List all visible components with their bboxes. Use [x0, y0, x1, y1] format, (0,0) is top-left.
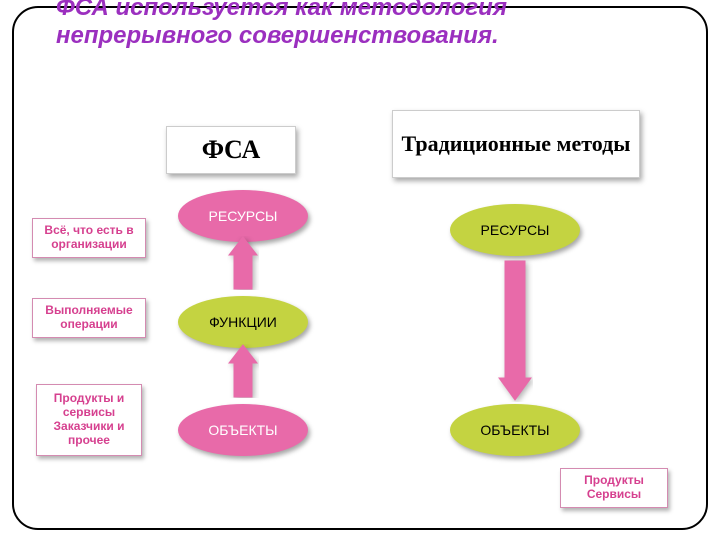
- ellipse-left-resources: РЕСУРСЫ: [178, 190, 308, 242]
- header-fsa: ФСА: [166, 126, 296, 174]
- annotation-operations: Выполняемые операции: [32, 298, 146, 338]
- ellipse-right-resources: РЕСУРСЫ: [450, 204, 580, 256]
- ellipse-left-functions: ФУНКЦИИ: [178, 296, 308, 348]
- arrow-functions-to-resources: [227, 236, 259, 290]
- ellipse-right-objects: ОБЪЕКТЫ: [450, 404, 580, 456]
- annotation-products-customers: Продукты и сервисы Заказчики и прочее: [36, 384, 142, 456]
- arrow-objects-to-functions: [227, 344, 259, 398]
- annotation-products-services: Продукты Сервисы: [560, 468, 668, 508]
- ellipse-left-objects: ОБЪЕКТЫ: [178, 404, 308, 456]
- header-traditional: Традиционные методы: [392, 110, 640, 178]
- annotation-organization: Всё, что есть в организации: [32, 218, 146, 258]
- arrow-resources-to-objects: [497, 260, 533, 402]
- slide-title: ФСА используется как методология непреры…: [56, 0, 556, 51]
